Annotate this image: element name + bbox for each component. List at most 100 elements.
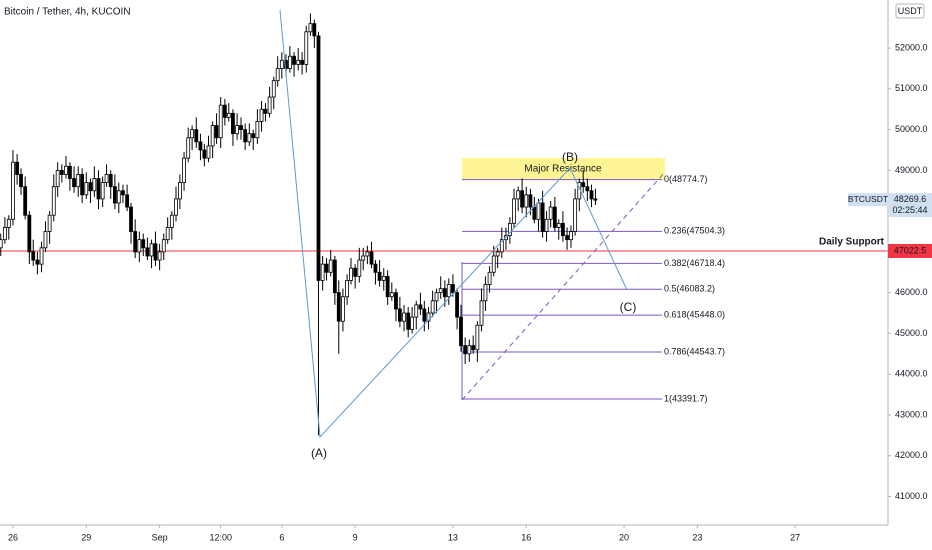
- candle-body: [438, 288, 443, 294]
- candle-body: [125, 194, 130, 208]
- candle-body: [556, 222, 561, 228]
- x-tick-label: 16: [521, 532, 531, 542]
- candle-body: [451, 284, 455, 294]
- candle-body: [499, 239, 504, 253]
- fib-label: 0.5(46083.2): [664, 284, 715, 294]
- symbol-box: [848, 193, 888, 207]
- x-tick-label: 29: [81, 532, 91, 542]
- wave-b: (B): [562, 150, 578, 164]
- candle-body: [177, 182, 182, 200]
- time-axis-bg: [0, 525, 932, 550]
- candle-body: [389, 292, 394, 298]
- candle-body: [300, 59, 305, 65]
- candle-body: [198, 141, 203, 151]
- fib-label: 0.236(47504.3): [664, 226, 725, 236]
- candle-body: [112, 186, 117, 204]
- plot-area: Major Resistance 0(48774.7) 0.236(47504.3)…: [0, 9, 888, 539]
- candle-body: [357, 259, 362, 277]
- candle-body: [39, 247, 44, 265]
- currency-box[interactable]: [895, 3, 925, 19]
- y-tick-label: 52000.0: [895, 42, 928, 52]
- candle-body: [385, 275, 390, 298]
- candle-body: [6, 218, 11, 228]
- candle-body: [512, 198, 516, 224]
- candle-body: [426, 312, 431, 322]
- symbol-label: BTCUSDT: [848, 194, 888, 204]
- candle-body: [446, 284, 451, 298]
- candle-body: [255, 121, 260, 139]
- candle-body: [507, 222, 512, 236]
- candle-body: [410, 316, 415, 330]
- y-tick-label: 42000.0: [895, 450, 928, 460]
- candle-body: [51, 186, 56, 216]
- candle-body: [104, 174, 109, 184]
- resistance-label: Major Resistance: [524, 164, 602, 175]
- candle-body: [459, 316, 463, 347]
- countdown: 02:25:44: [892, 205, 927, 215]
- x-tick-label: Sep: [152, 532, 168, 542]
- candle-body: [442, 288, 447, 298]
- y-tick-label: 46000.0: [895, 287, 928, 297]
- candle-body: [190, 129, 195, 139]
- y-tick-label: 43000.0: [895, 409, 928, 419]
- candle-body: [279, 59, 284, 69]
- candle-body: [153, 243, 158, 261]
- candle-body: [141, 239, 146, 249]
- wave-c: (C): [620, 300, 637, 314]
- candle-body: [80, 174, 85, 196]
- candle-body: [137, 239, 142, 253]
- x-tick-label: 13: [448, 532, 458, 542]
- candle-body: [68, 165, 72, 179]
- candle-body: [161, 239, 166, 253]
- candle-body: [11, 161, 15, 220]
- candle-body: [491, 255, 496, 273]
- candle-body: [76, 174, 81, 188]
- candle-body: [373, 263, 378, 273]
- candle-body: [145, 247, 150, 257]
- candle-body: [210, 125, 215, 147]
- candle-body: [271, 80, 276, 98]
- candle-body: [186, 137, 191, 159]
- candle-body: [463, 345, 468, 355]
- candle-body: [235, 125, 239, 135]
- candle-body: [565, 235, 569, 241]
- candle-body: [573, 198, 578, 232]
- candle-body: [267, 96, 272, 114]
- y-tick-label: 50000.0: [895, 124, 928, 134]
- x-tick-label: 9: [353, 532, 358, 542]
- candle-body: [516, 190, 521, 200]
- candle-body: [467, 345, 472, 355]
- candle-body: [157, 251, 162, 261]
- candle-body: [544, 218, 549, 232]
- x-tick-label: 12:00: [209, 532, 232, 542]
- candle-body: [324, 263, 329, 273]
- candle-body: [353, 267, 358, 277]
- candle-body: [308, 23, 313, 33]
- candle-body: [222, 104, 227, 118]
- candle-body: [422, 308, 427, 322]
- candle-body: [206, 145, 211, 159]
- candle-body: [532, 206, 537, 220]
- candle-body: [536, 202, 541, 220]
- wave-a: (A): [311, 446, 327, 460]
- candle-body: [361, 255, 366, 261]
- candle-body: [100, 182, 105, 200]
- candle-body: [23, 186, 28, 216]
- candle-body: [121, 190, 125, 196]
- candle-body: [55, 169, 60, 188]
- support-price: 47022.5: [894, 245, 927, 255]
- candle-body: [108, 174, 113, 188]
- x-tick-label: 26: [8, 532, 18, 542]
- price-axis-bg: [888, 0, 932, 550]
- wave-line: [279, 9, 628, 439]
- candle-body: [59, 169, 64, 175]
- candle-body: [430, 300, 435, 314]
- candle-body: [487, 271, 492, 285]
- candle-body: [35, 259, 40, 265]
- candle-body: [182, 157, 186, 184]
- y-tick-label: 51000.0: [895, 83, 928, 93]
- candle-body: [479, 300, 484, 326]
- candle-body: [320, 263, 325, 281]
- fib-label: 0.382(46718.4): [664, 258, 725, 268]
- candle-body: [31, 251, 36, 261]
